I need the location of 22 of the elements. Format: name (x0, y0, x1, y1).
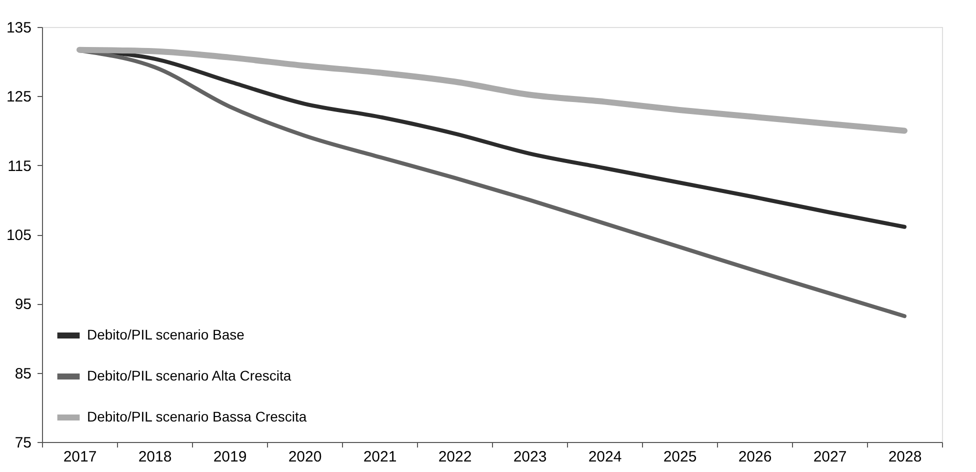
x-tick-label: 2022 (438, 448, 472, 466)
x-tick-label: 2019 (213, 448, 247, 466)
y-tick-label: 75 (14, 434, 32, 452)
x-tick-label: 2028 (888, 448, 922, 466)
legend-label: Debito/PIL scenario Bassa Crescita (87, 408, 307, 424)
x-tick-label: 2027 (813, 448, 847, 466)
y-tick-label: 115 (8, 158, 32, 175)
y-tick-label: 105 (6, 227, 32, 244)
x-tick-label: 2026 (738, 448, 772, 466)
y-tick-label: 85 (14, 365, 32, 382)
x-tick-label: 2023 (513, 448, 547, 466)
legend-label: Debito/PIL scenario Base (87, 326, 245, 342)
x-tick-label: 2020 (288, 448, 322, 466)
x-tick-label: 2018 (138, 448, 172, 466)
y-tick-label: 125 (6, 88, 32, 106)
y-tick-label: 95 (14, 296, 32, 314)
x-tick-label: 2024 (588, 448, 622, 466)
x-tick-label: 2017 (63, 448, 97, 466)
x-tick-label: 2025 (663, 448, 697, 466)
legend-label: Debito/PIL scenario Alta Crescita (87, 368, 292, 384)
x-tick-label: 2021 (363, 448, 397, 466)
y-tick-label: 135 (6, 20, 32, 36)
